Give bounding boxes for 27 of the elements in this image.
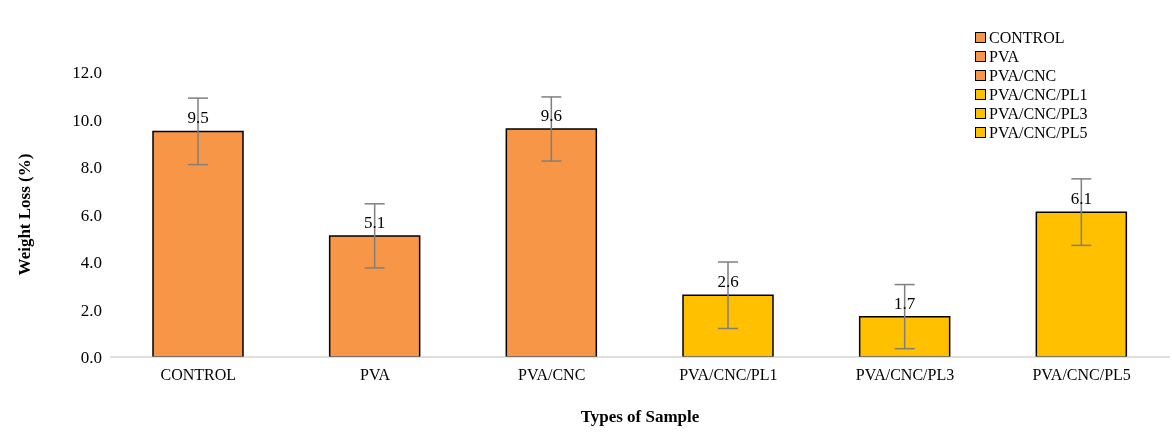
data-label: 9.5 xyxy=(187,108,209,128)
x-tick-label: PVA/CNC/PL5 xyxy=(1032,366,1131,384)
x-axis-title: Types of Sample xyxy=(580,407,700,426)
legend-label: CONTROL xyxy=(989,28,1065,47)
y-tick-label: 10.0 xyxy=(72,110,102,130)
legend-label: PVA/CNC/PL1 xyxy=(989,85,1088,104)
legend-label: PVA/CNC/PL5 xyxy=(989,123,1088,142)
y-tick-label: 2.0 xyxy=(80,300,102,320)
data-label: 2.6 xyxy=(717,272,739,292)
y-tick-label: 6.0 xyxy=(80,205,102,225)
y-tick-label: 4.0 xyxy=(80,253,102,273)
y-axis-title: Weight Loss (%) xyxy=(15,153,35,276)
y-tick-label: 12.0 xyxy=(72,63,102,83)
legend-label: PVA/CNC xyxy=(989,66,1057,85)
legend-label: PVA xyxy=(989,47,1019,66)
data-label: 9.6 xyxy=(540,106,562,125)
y-tick-label: 0.0 xyxy=(80,348,102,368)
x-tick-label: PVA/CNC xyxy=(518,366,586,384)
y-tick-label: 8.0 xyxy=(80,158,102,178)
data-label: 6.1 xyxy=(1070,189,1092,209)
x-tick-label: PVA/CNC/PL3 xyxy=(855,366,955,384)
x-tick-label: CONTROL xyxy=(160,366,237,384)
legend-label: PVA/CNC/PL3 xyxy=(989,104,1088,123)
data-label: 5.1 xyxy=(364,212,386,232)
x-tick-label: PVA/CNC/PL1 xyxy=(679,366,778,384)
data-label: 1.7 xyxy=(894,293,916,313)
x-tick-label: PVA xyxy=(360,366,391,384)
